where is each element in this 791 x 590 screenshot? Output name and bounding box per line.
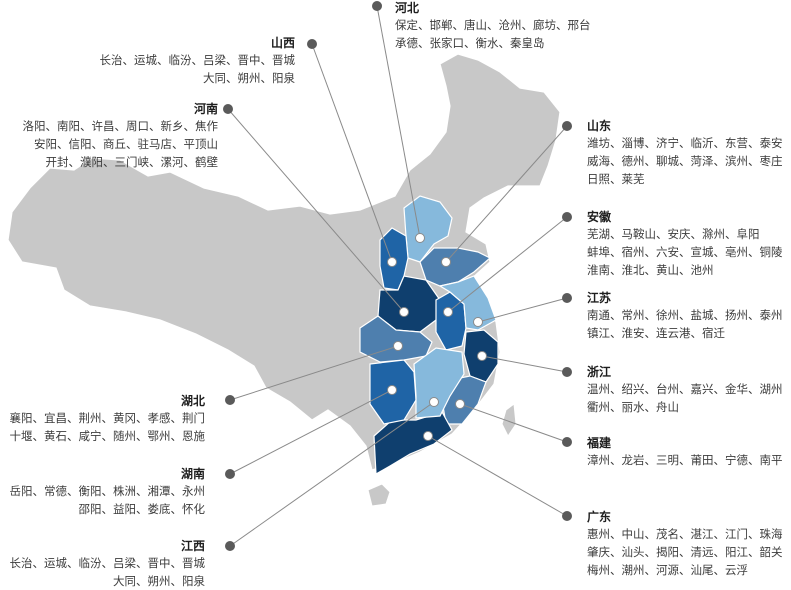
leader-dot-jiangsu <box>562 293 572 303</box>
anchor-marker-shanxi <box>387 257 397 267</box>
province-name-guangdong: 广东 <box>587 510 612 524</box>
city-list-line: 蚌埠、宿州、六安、宣城、亳州、铜陵 <box>587 245 783 259</box>
province-name-hunan: 湖南 <box>180 467 205 481</box>
hainan-island <box>367 483 391 507</box>
leader-dot-guangdong <box>562 511 572 521</box>
anchor-marker-jiangsu <box>473 317 483 327</box>
province-area-jiangsu <box>438 275 497 331</box>
province-name-jiangxi: 江西 <box>180 539 205 553</box>
leader-dot-hubei <box>225 395 235 405</box>
city-list-line: 长治、运城、临汾、吕梁、晋中、晋城 <box>99 53 296 67</box>
anchor-marker-henan <box>399 307 409 317</box>
city-list-line: 大同、朔州、阳泉 <box>113 574 205 588</box>
leader-lines <box>223 1 572 551</box>
label-hunan: 湖南 岳阳、常德、衡阳、株洲、湘潭、永州 邵阳、益阳、娄底、怀化 <box>10 466 206 518</box>
leader-line-henan <box>227 108 405 313</box>
anchor-marker-guangdong <box>423 431 433 441</box>
city-list-line: 日照、莱芜 <box>587 172 645 186</box>
province-name-shanxi: 山西 <box>270 36 295 50</box>
label-anhui: 安徽 芜湖、马鞍山、安庆、滁州、阜阳 蚌埠、宿州、六安、宣城、亳州、铜陵 淮南、… <box>587 209 783 279</box>
city-list-line: 淮南、淮北、黄山、池州 <box>587 263 714 277</box>
city-list-line: 承德、张家口、衡水、秦皇岛 <box>395 36 545 50</box>
province-name-jiangsu: 江苏 <box>587 291 612 305</box>
city-list-line: 洛阳、南阳、许昌、周口、新乡、焦作 <box>22 119 219 133</box>
leader-line-jiangxi <box>229 401 435 547</box>
leader-dot-jiangxi <box>225 541 235 551</box>
city-list-line: 邵阳、益阳、娄底、怀化 <box>78 502 206 516</box>
province-name-zhejiang: 浙江 <box>587 365 612 379</box>
city-list-line: 南通、常州、徐州、盐城、扬州、泰州 <box>587 308 783 322</box>
label-shandong: 山东 潍坊、淄博、济宁、临沂、东营、泰安 威海、德州、聊城、菏泽、滨州、枣庄 日… <box>587 118 783 188</box>
province-name-henan: 河南 <box>193 102 218 116</box>
leader-line-hebei <box>376 5 421 239</box>
label-zhejiang: 浙江 温州、绍兴、台州、嘉兴、金华、湖州 衢州、丽水、舟山 <box>587 364 783 416</box>
leader-line-jiangsu <box>477 297 568 323</box>
city-list-line: 镇江、淮安、连云港、宿迁 <box>587 326 725 340</box>
leader-line-anhui <box>447 216 568 313</box>
leader-dot-fujian <box>562 437 572 447</box>
label-fujian: 福建 漳州、龙岩、三明、莆田、宁德、南平 <box>587 435 783 469</box>
city-list-line: 肇庆、汕头、揭阳、清远、阳江、韶关 <box>587 545 783 559</box>
anchor-marker-anhui <box>443 307 453 317</box>
city-list-line: 大同、朔州、阳泉 <box>203 71 295 85</box>
city-list-line: 梅州、潮州、河源、汕尾、云浮 <box>587 563 748 577</box>
highlighted-provinces <box>359 195 499 476</box>
anchor-marker-jiangxi <box>429 397 439 407</box>
city-list-line: 襄阳、宜昌、荆州、黄冈、孝感、荆门 <box>9 411 206 425</box>
leader-dot-anhui <box>562 212 572 222</box>
city-list-line: 漳州、龙岩、三明、莆田、宁德、南平 <box>587 453 783 467</box>
province-name-anhui: 安徽 <box>587 210 612 224</box>
anchor-marker-zhejiang <box>477 351 487 361</box>
leader-dot-shandong <box>562 121 572 131</box>
leader-line-hunan <box>229 389 393 475</box>
leader-line-zhejiang <box>481 355 568 373</box>
city-list-line: 惠州、中山、茂名、湛江、江门、珠海 <box>587 527 783 541</box>
leader-dot-hebei <box>372 1 382 11</box>
label-jiangsu: 江苏 南通、常州、徐州、盐城、扬州、泰州 镇江、淮安、连云港、宿迁 <box>587 290 783 342</box>
city-list-line: 长治、运城、临汾、吕梁、晋中、晋城 <box>9 556 206 570</box>
province-area-shandong <box>419 247 492 287</box>
leader-dot-henan <box>223 104 233 114</box>
label-jiangxi: 江西 长治、运城、临汾、吕梁、晋中、晋城 大同、朔州、阳泉 <box>10 538 206 590</box>
province-name-hebei: 河北 <box>395 1 420 15</box>
label-henan: 河南 洛阳、南阳、许昌、周口、新乡、焦作 安阳、信阳、商丘、驻马店、平顶山 开封… <box>23 101 219 171</box>
city-list-line: 威海、德州、聊城、菏泽、滨州、枣庄 <box>587 154 783 168</box>
city-list-line: 岳阳、常德、衡阳、株洲、湘潭、永州 <box>9 484 206 498</box>
leader-dot-hunan <box>225 469 235 479</box>
anchor-marker-hubei <box>393 341 403 351</box>
leader-line-guangdong <box>427 435 568 517</box>
taiwan-island <box>501 403 517 437</box>
province-name-shandong: 山东 <box>587 119 612 133</box>
city-list-line: 开封、濮阳、三门峡、漯河、鹤壁 <box>45 155 219 169</box>
province-name-fujian: 福建 <box>587 436 612 450</box>
leader-line-hubei <box>229 345 399 401</box>
city-list-line: 安阳、信阳、商丘、驻马店、平顶山 <box>34 137 218 151</box>
city-list-line: 十堰、黄石、咸宁、随州、鄂州、恩施 <box>9 429 206 443</box>
anchor-marker-fujian <box>455 399 465 409</box>
city-list-line: 潍坊、淄博、济宁、临沂、东营、泰安 <box>587 136 783 150</box>
anchor-marker-shandong <box>441 257 451 267</box>
anchor-marker-hebei <box>415 233 425 243</box>
label-shanxi: 山西 长治、运城、临汾、吕梁、晋中、晋城 大同、朔州、阳泉 <box>100 35 296 87</box>
label-hubei: 湖北 襄阳、宜昌、荆州、黄冈、孝感、荆门 十堰、黄石、咸宁、随州、鄂州、恩施 <box>10 393 206 445</box>
leader-line-shanxi <box>311 43 393 263</box>
leader-dot-zhejiang <box>562 367 572 377</box>
leader-line-fujian <box>459 403 568 443</box>
leader-dot-shanxi <box>307 39 317 49</box>
label-guangdong: 广东 惠州、中山、茂名、湛江、江门、珠海 肇庆、汕头、揭阳、清远、阳江、韶关 梅… <box>587 509 783 579</box>
city-list-line: 衢州、丽水、舟山 <box>587 400 679 414</box>
city-list-line: 温州、绍兴、台州、嘉兴、金华、湖州 <box>587 382 783 396</box>
label-hebei: 河北 保定、邯郸、唐山、沧州、廊坊、邢台 承德、张家口、衡水、秦皇岛 <box>395 0 591 52</box>
anchor-marker-hunan <box>387 385 397 395</box>
city-list-line: 保定、邯郸、唐山、沧州、廊坊、邢台 <box>395 18 591 32</box>
province-name-hubei: 湖北 <box>180 394 205 408</box>
leader-line-shandong <box>445 125 568 263</box>
province-area-jiangxi <box>413 347 465 419</box>
city-list-line: 芜湖、马鞍山、安庆、滁州、阜阳 <box>587 227 760 241</box>
province-area-hubei <box>359 315 433 363</box>
